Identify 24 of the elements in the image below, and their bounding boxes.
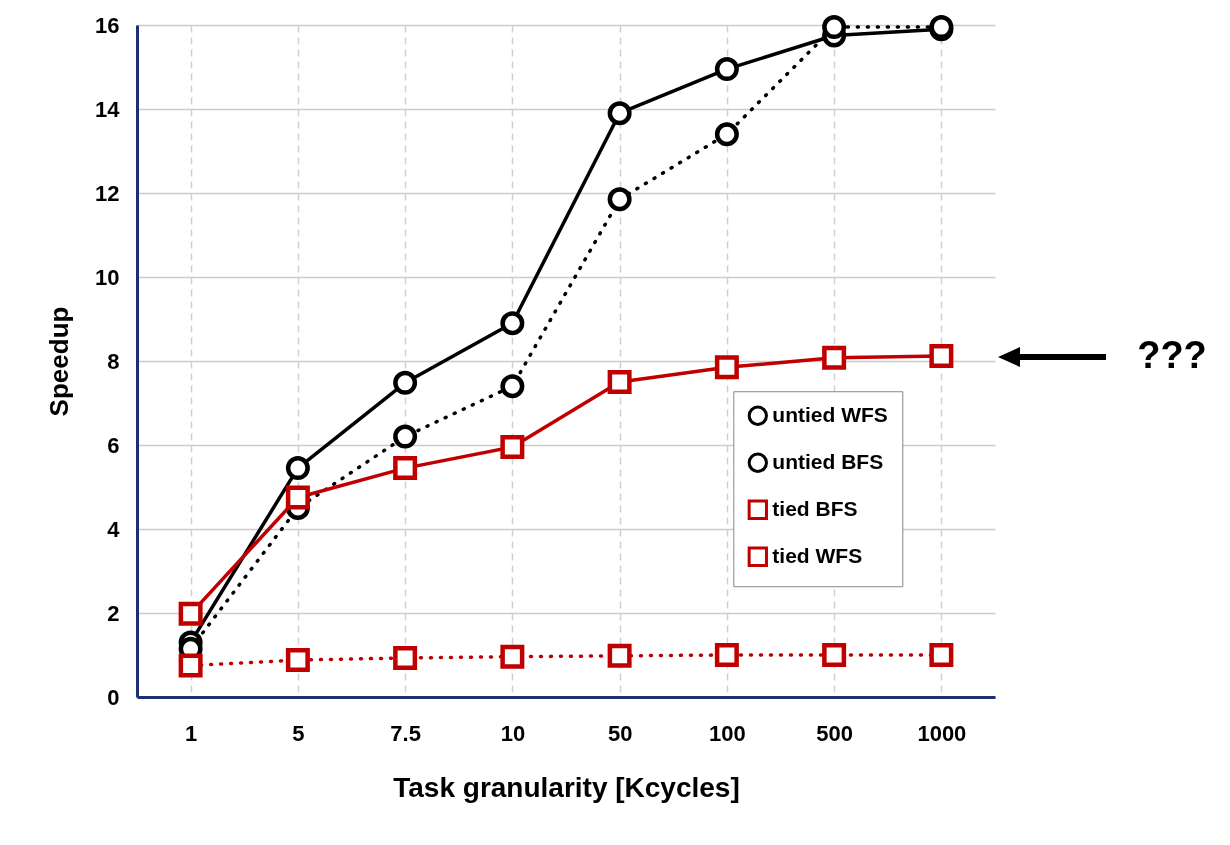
y-tick-label: 6 [107, 432, 120, 458]
x-axis-title: Task granularity [Kcycles] [393, 771, 740, 803]
x-tick-label: 500 [816, 720, 853, 746]
legend-label: untied WFS [772, 402, 888, 426]
x-tick-label: 1000 [917, 720, 967, 746]
x-tick-label: 7.5 [390, 720, 421, 746]
legend-label: tied BFS [772, 496, 858, 520]
legend-label: tied WFS [772, 543, 863, 567]
y-tick-label: 8 [107, 348, 120, 374]
x-tick-label: 5 [292, 720, 305, 746]
legend-label: untied BFS [772, 449, 884, 473]
y-tick-label: 2 [107, 600, 120, 626]
text: ??? [1137, 333, 1207, 376]
x-tick-label: 100 [709, 720, 746, 746]
y-tick-label: 0 [107, 684, 120, 710]
y-tick-label: 16 [95, 12, 120, 38]
y-axis-title: Speedup [44, 306, 75, 417]
x-tick-label: 50 [607, 720, 633, 746]
x-tick-label: 1 [185, 720, 198, 746]
x-tick-label: 10 [500, 720, 526, 746]
y-tick-label: 4 [107, 516, 121, 542]
y-tick-label: 12 [95, 180, 120, 206]
y-tick-label: 14 [95, 96, 121, 122]
y-tick-label: 10 [95, 264, 120, 290]
